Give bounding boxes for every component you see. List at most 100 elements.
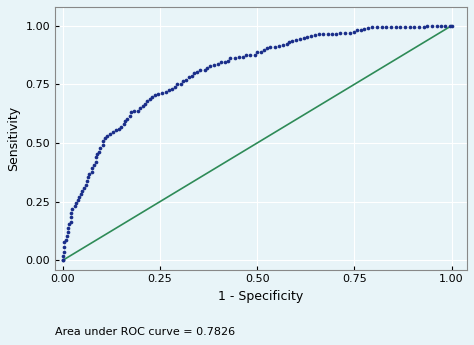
Point xyxy=(275,43,283,49)
Point xyxy=(225,58,232,63)
Point xyxy=(88,169,95,175)
Point xyxy=(420,24,428,30)
Point xyxy=(428,24,436,29)
Point xyxy=(59,257,67,263)
Point xyxy=(191,71,198,76)
Point xyxy=(365,25,372,31)
X-axis label: 1 - Specificity: 1 - Specificity xyxy=(219,290,304,303)
Point xyxy=(135,108,142,114)
Point xyxy=(180,78,187,84)
Point xyxy=(197,68,204,73)
Point xyxy=(64,229,72,235)
Point xyxy=(292,37,300,42)
Point xyxy=(185,75,192,80)
Point xyxy=(415,24,423,30)
Point xyxy=(163,89,170,95)
Point xyxy=(383,24,390,30)
Point xyxy=(112,128,119,133)
Point xyxy=(251,52,259,57)
Point xyxy=(353,28,361,33)
Point xyxy=(392,24,399,30)
Point xyxy=(82,183,90,188)
Point xyxy=(206,63,214,68)
Point xyxy=(177,81,185,86)
Point xyxy=(448,23,456,29)
Point xyxy=(300,36,308,41)
Point xyxy=(127,110,134,115)
Point xyxy=(63,233,71,239)
Point xyxy=(438,24,445,29)
Point xyxy=(152,92,159,98)
Point xyxy=(96,145,104,150)
Point xyxy=(193,69,201,75)
Point xyxy=(239,54,247,60)
Point xyxy=(92,154,100,160)
Point xyxy=(201,68,209,73)
Point xyxy=(266,44,274,50)
Point xyxy=(446,23,454,29)
Point xyxy=(210,62,218,68)
Point xyxy=(235,54,242,60)
Text: Area under ROC curve = 0.7826: Area under ROC curve = 0.7826 xyxy=(55,327,235,337)
Point xyxy=(115,126,123,132)
Point xyxy=(441,23,449,29)
Point xyxy=(410,24,418,30)
Point xyxy=(257,49,265,54)
Point xyxy=(311,32,319,38)
Point xyxy=(378,24,385,30)
Point xyxy=(109,129,117,135)
Point xyxy=(143,98,151,104)
Point xyxy=(93,151,101,157)
Point xyxy=(79,188,86,194)
Point xyxy=(71,204,78,209)
Point xyxy=(288,38,296,43)
Point xyxy=(90,162,98,168)
Point xyxy=(182,77,190,82)
Point xyxy=(406,24,413,30)
Point xyxy=(243,53,250,58)
Point xyxy=(101,136,109,141)
Point xyxy=(285,39,293,45)
Point xyxy=(68,210,75,215)
Point xyxy=(217,60,225,65)
Point xyxy=(307,33,315,39)
Point xyxy=(136,105,144,110)
Point xyxy=(74,197,82,203)
Point xyxy=(80,185,88,190)
Point xyxy=(60,249,67,254)
Y-axis label: Sensitivity: Sensitivity xyxy=(7,106,20,171)
Point xyxy=(99,142,106,148)
Point xyxy=(120,121,128,127)
Point xyxy=(75,194,83,200)
Point xyxy=(130,108,137,114)
Point xyxy=(124,116,131,121)
Point xyxy=(246,52,254,57)
Point xyxy=(350,29,357,35)
Point xyxy=(171,84,179,89)
Point xyxy=(165,87,173,92)
Point xyxy=(89,165,96,171)
Point xyxy=(226,55,234,60)
Point xyxy=(204,65,211,71)
Point xyxy=(60,239,67,245)
Point xyxy=(333,31,340,36)
Point xyxy=(361,26,368,32)
Point xyxy=(263,45,270,50)
Point xyxy=(85,171,93,177)
Point xyxy=(83,178,91,184)
Point xyxy=(188,73,196,79)
Point xyxy=(118,124,125,129)
Point xyxy=(100,139,107,144)
Point xyxy=(59,257,67,263)
Point xyxy=(77,191,84,197)
Point xyxy=(424,24,431,29)
Point xyxy=(73,200,80,206)
Point xyxy=(84,175,91,180)
Point xyxy=(319,31,327,37)
Point xyxy=(396,24,404,30)
Point xyxy=(121,118,129,124)
Point xyxy=(65,221,73,227)
Point xyxy=(107,131,114,137)
Point xyxy=(159,90,166,96)
Point xyxy=(357,27,365,32)
